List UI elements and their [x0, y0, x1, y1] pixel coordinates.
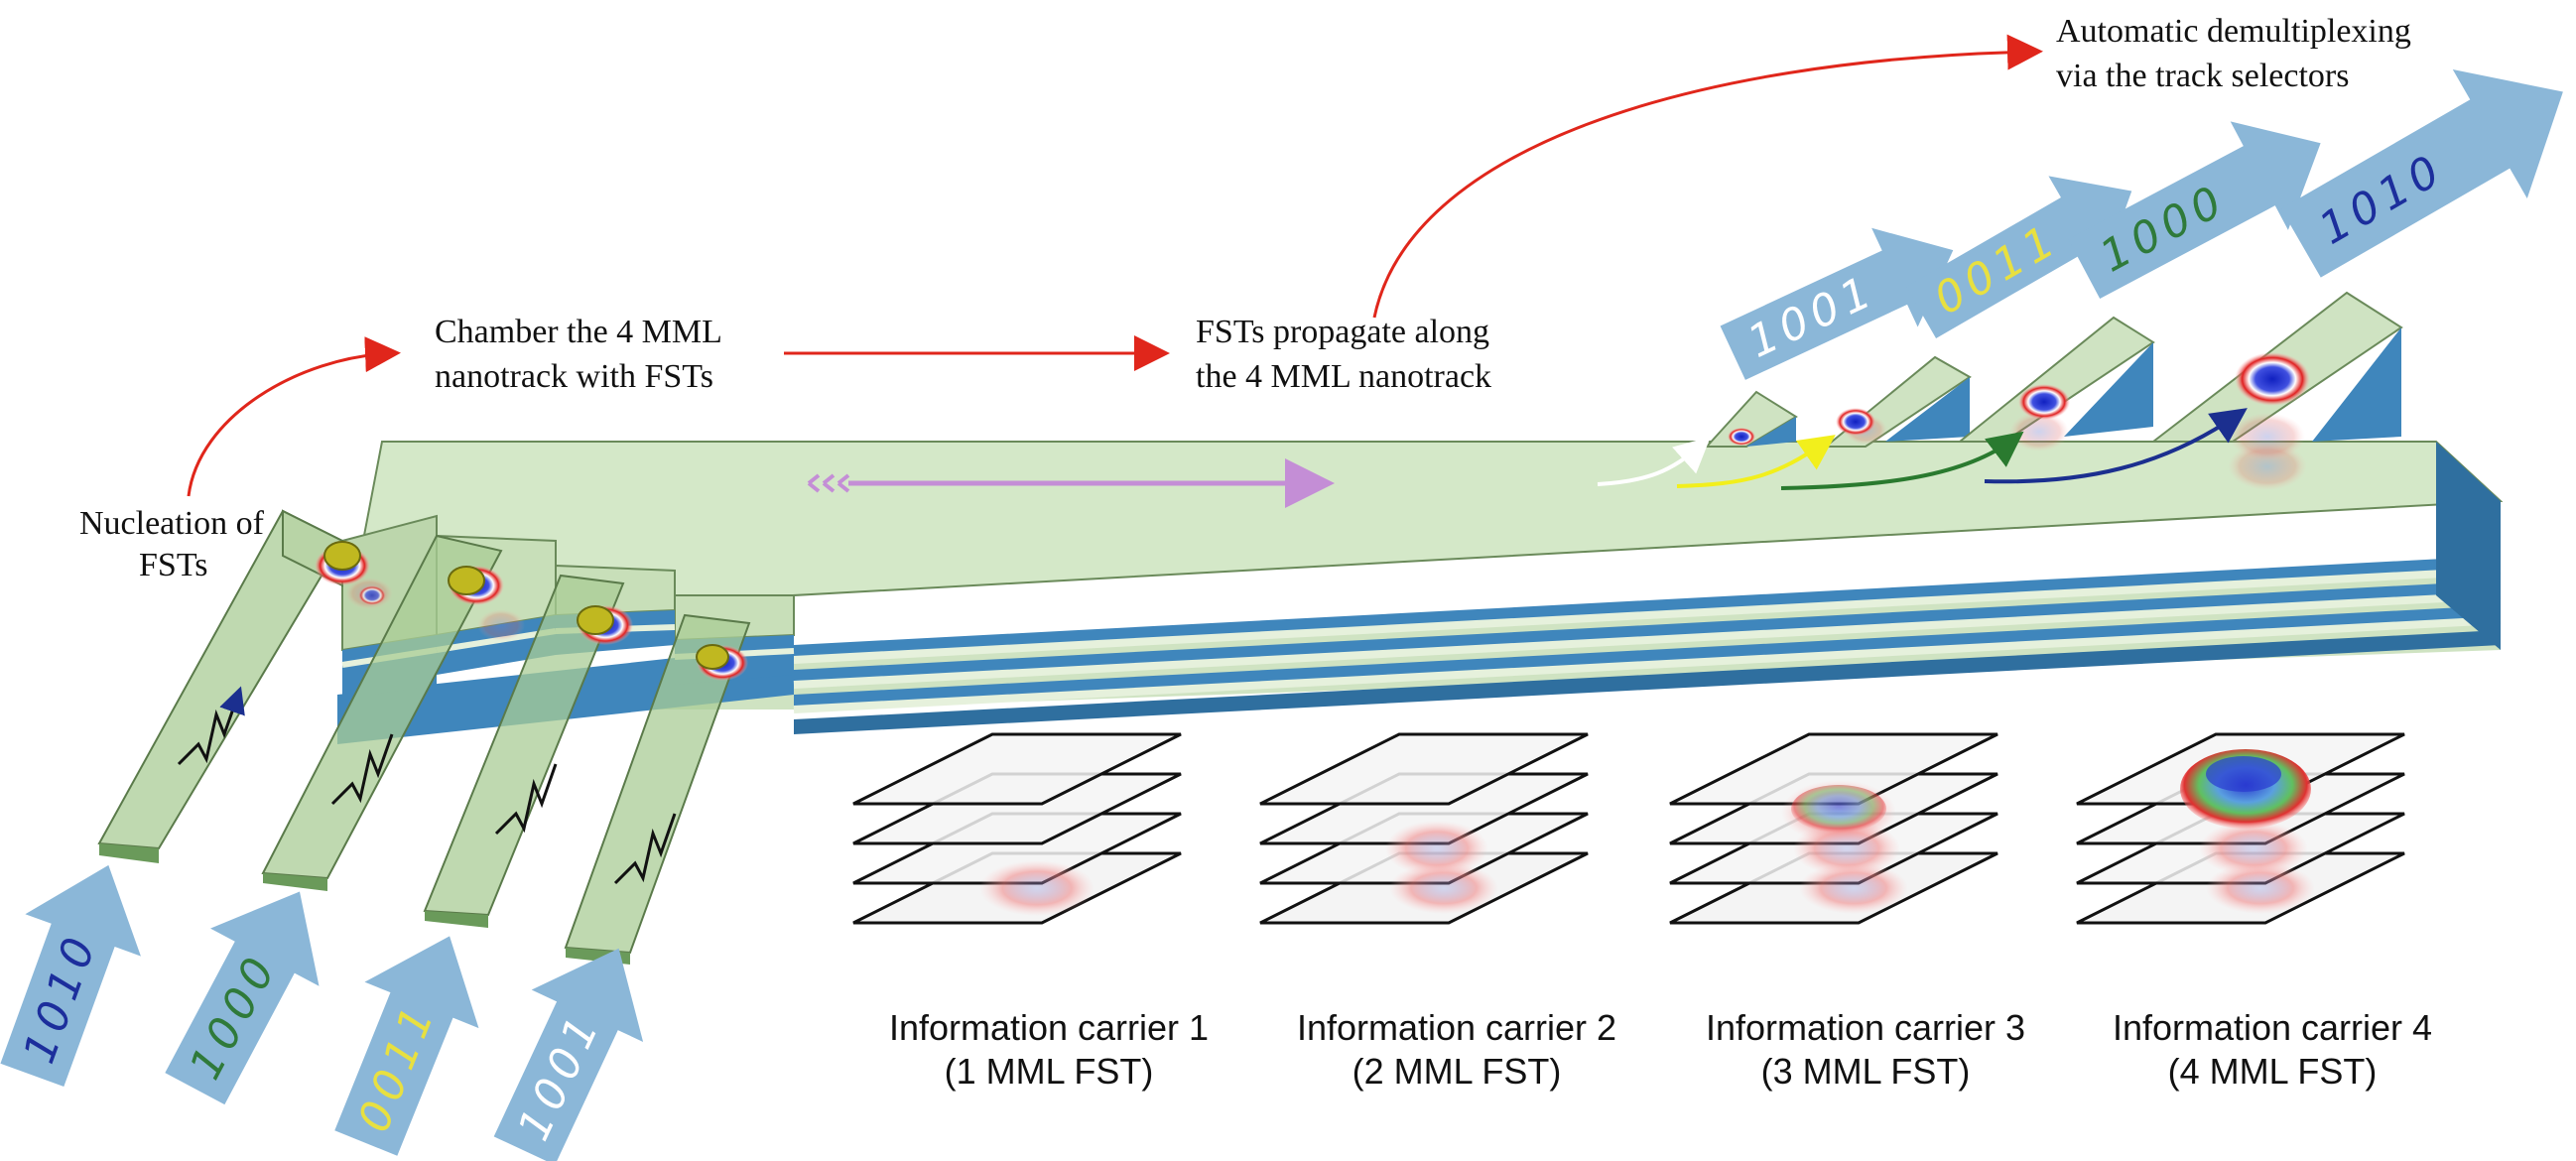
chamber-label-1: Chamber the 4 MML [435, 314, 722, 350]
propagate-label-2: the 4 MML nanotrack [1196, 358, 1491, 395]
nucleation-sites [315, 541, 748, 681]
flow-arrow-nucleation-to-chamber [187, 336, 401, 497]
process-labels: Nucleation of FSTs Chamber the 4 MML nan… [79, 13, 2411, 583]
carrier-2-title: Information carrier 2 [1297, 1007, 1616, 1048]
carrier-labels: Information carrier 1 (1 MML FST) Inform… [889, 1007, 2432, 1092]
selector-paths [1597, 408, 2248, 490]
path-green [1780, 431, 2024, 490]
chamber-label-2: nanotrack with FSTs [435, 358, 713, 395]
nucleation-label-2: FSTs [139, 547, 207, 583]
carrier-1-subtitle: (1 MML FST) [945, 1051, 1154, 1092]
carrier-2 [1259, 732, 1589, 925]
demux-label-1: Automatic demultiplexing [2056, 13, 2411, 50]
pulse-icon-2 [330, 733, 394, 806]
path-yellow [1676, 435, 1836, 488]
propagation-arrow [807, 458, 1335, 508]
pulse-icon-4 [613, 813, 677, 885]
track-selectors [1704, 291, 2403, 448]
pulse-icon-3 [494, 763, 558, 836]
carrier-4 [2076, 732, 2405, 925]
input-bit-arrows: 1010 1000 0011 1001 [0, 864, 644, 1161]
input-arrow-3: 0011 [334, 936, 479, 1156]
carrier-4-title: Information carrier 4 [2113, 1007, 2432, 1048]
carrier-1-title: Information carrier 1 [889, 1007, 1209, 1048]
current-pulse-icons [177, 686, 677, 885]
output-bits-2: 0011 [1926, 213, 2068, 324]
carrier-3 [1669, 732, 1998, 925]
carrier-3-subtitle: (3 MML FST) [1761, 1051, 1971, 1092]
propagate-label-1: FSTs propagate along [1196, 314, 1489, 350]
carrier-3-title: Information carrier 3 [1706, 1007, 2025, 1048]
path-navy [1984, 408, 2248, 484]
demux-label-2: via the track selectors [2056, 58, 2349, 94]
input-track-2 [261, 534, 503, 891]
path-white [1597, 436, 1711, 486]
carrier-1 [852, 732, 1182, 925]
input-arrow-1: 1010 [0, 864, 141, 1087]
input-nanotracks [97, 509, 751, 965]
track-end-face [2436, 442, 2501, 650]
nucleation-label-1: Nucleation of [79, 505, 265, 542]
input-arrow-2: 1000 [165, 891, 320, 1105]
output-bits-1: 1001 [1740, 265, 1884, 368]
information-carriers [852, 732, 2405, 925]
pulse-icon-1 [177, 686, 245, 766]
flow-arrows [187, 34, 2043, 497]
input-track-3 [423, 574, 625, 928]
carrier-2-subtitle: (2 MML FST) [1352, 1051, 1562, 1092]
flow-arrow-propagate-to-demux [1372, 34, 2043, 319]
selector-fsts [1728, 352, 2310, 490]
track-layers [337, 556, 2502, 744]
carrier-4-subtitle: (4 MML FST) [2168, 1051, 2378, 1092]
